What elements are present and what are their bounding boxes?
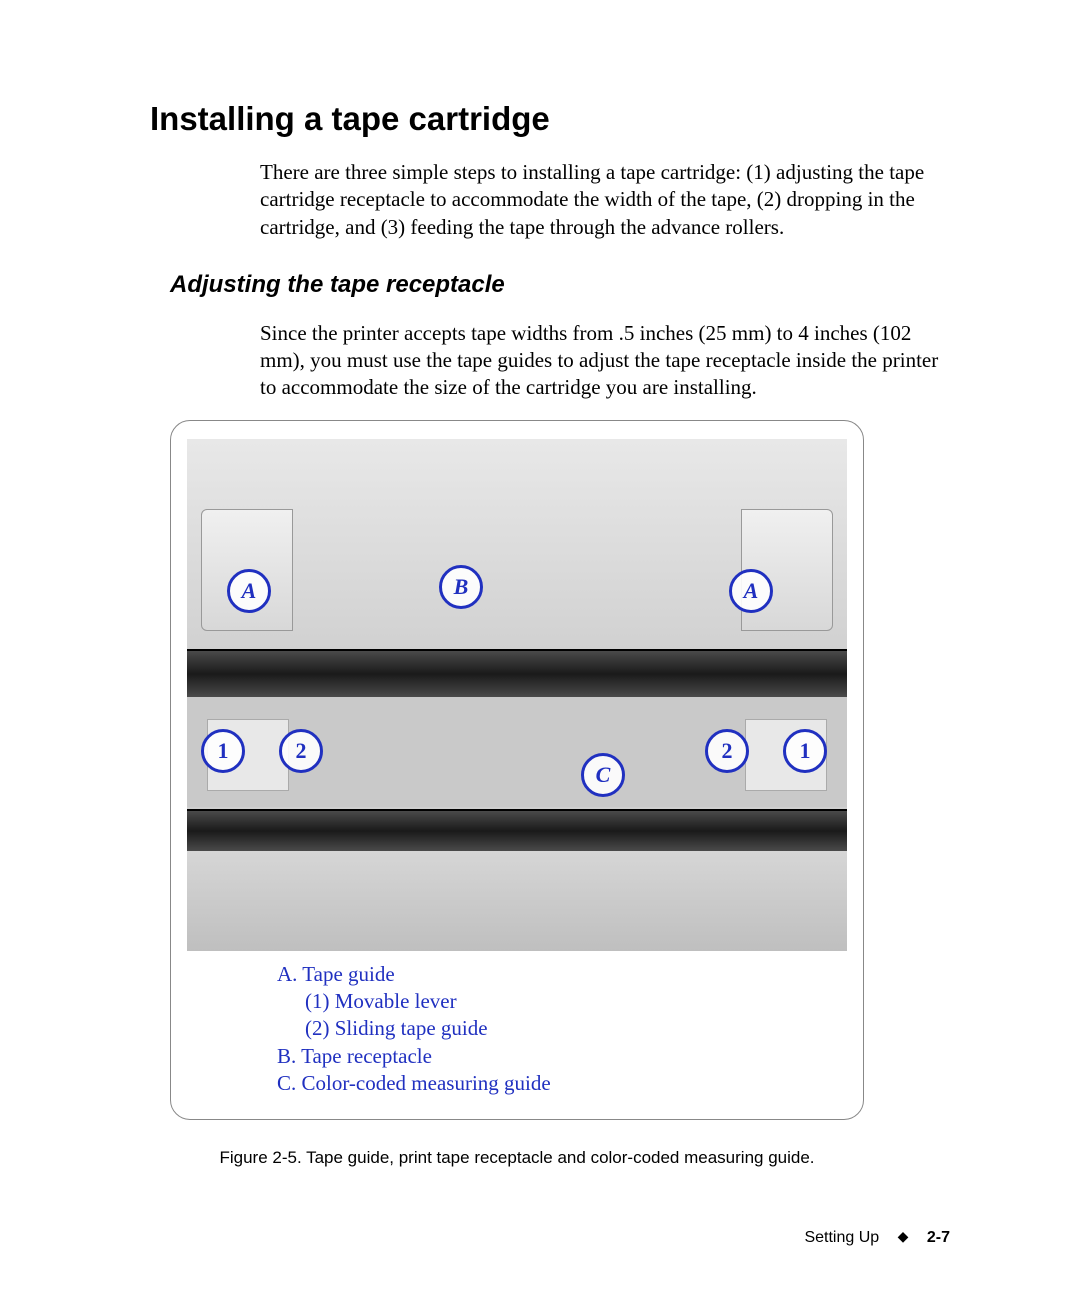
page-title: Installing a tape cartridge	[150, 100, 950, 138]
callout-1-right: 1	[783, 729, 827, 773]
legend-item-c: C. Color-coded measuring guide	[277, 1070, 849, 1097]
diamond-icon: ◆	[898, 1228, 909, 1245]
section-paragraph: Since the printer accepts tape widths fr…	[260, 320, 950, 402]
legend-item-b: B. Tape receptacle	[277, 1043, 849, 1070]
figure-legend: A. Tape guide (1) Movable lever (2) Slid…	[277, 961, 849, 1097]
page: Installing a tape cartridge There are th…	[0, 0, 1080, 1311]
section-heading: Adjusting the tape receptacle	[170, 271, 950, 299]
legend-item-a1: (1) Movable lever	[305, 988, 849, 1015]
callout-A-right: A	[729, 569, 773, 613]
figure-caption: Figure 2-5. Tape guide, print tape recep…	[170, 1148, 864, 1168]
footer-section: Setting Up	[804, 1229, 879, 1246]
callout-A-left: A	[227, 569, 271, 613]
callout-1-left: 1	[201, 729, 245, 773]
page-footer: Setting Up ◆ 2-7	[804, 1228, 950, 1247]
legend-item-a2: (2) Sliding tape guide	[305, 1015, 849, 1042]
legend-item-a: A. Tape guide	[277, 961, 849, 988]
figure-photo: A B A 1 2 C 2 1	[187, 439, 847, 951]
callout-C: C	[581, 753, 625, 797]
callout-B: B	[439, 565, 483, 609]
figure-box: A B A 1 2 C 2 1 A. Tape guide (1) Movabl…	[170, 420, 864, 1120]
intro-paragraph: There are three simple steps to installi…	[260, 159, 950, 241]
footer-page-number: 2-7	[927, 1229, 950, 1246]
callout-2-left: 2	[279, 729, 323, 773]
callout-2-right: 2	[705, 729, 749, 773]
